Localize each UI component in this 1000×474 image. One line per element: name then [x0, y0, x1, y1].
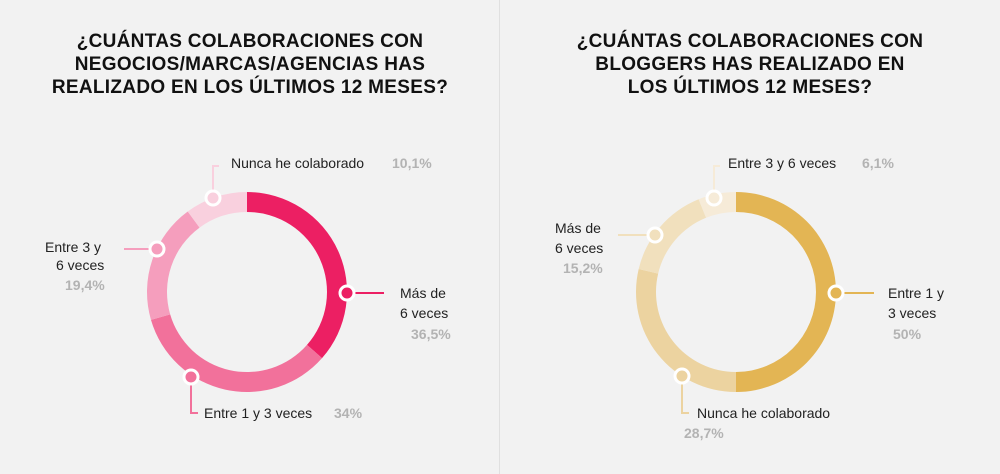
donut-slice — [146, 211, 200, 320]
chart-title-left: ¿CUÁNTAS COLABORACIONES CON NEGOCIOS/MAR… — [40, 30, 460, 99]
callout-line — [212, 165, 219, 198]
callout-dot — [182, 368, 200, 386]
slice-label: Entre 3 y 6 veces — [728, 155, 836, 171]
slice-label: 6 veces — [56, 257, 104, 273]
slice-label: Entre 3 y — [45, 239, 101, 255]
title-line: BLOGGERS HAS REALIZADO EN — [595, 54, 905, 75]
donut-slice — [638, 199, 707, 274]
slice-percent-label: 10,1% — [392, 155, 432, 171]
title-line: NEGOCIOS/MARCAS/AGENCIAS HAS — [74, 54, 426, 75]
slice-label: Nunca he colaborado — [231, 155, 364, 171]
callout-dot — [646, 226, 664, 244]
callout-dot — [148, 240, 166, 258]
title-line: LOS ÚLTIMOS 12 MESES? — [627, 77, 873, 98]
callout-dot — [827, 284, 845, 302]
slice-percent-label: 34% — [334, 405, 363, 421]
callout-dot — [338, 284, 356, 302]
callout-line — [190, 377, 198, 414]
slice-percent-label: 36,5% — [411, 326, 451, 342]
callout-line — [713, 165, 720, 198]
title-line: ¿CUÁNTAS COLABORACIONES CON — [76, 31, 424, 52]
donut-slice — [636, 268, 736, 392]
donut-slice — [187, 192, 247, 228]
panel-divider — [499, 0, 500, 474]
callout-dot — [673, 367, 691, 385]
slice-label: 6 veces — [555, 240, 603, 256]
slice-percent-label: 19,4% — [65, 277, 105, 293]
title-line: REALIZADO EN LOS ÚLTIMOS 12 MESES? — [51, 77, 449, 98]
callout-dot — [204, 189, 222, 207]
slice-label: Nunca he colaborado — [697, 405, 830, 421]
slice-label: 3 veces — [888, 305, 936, 321]
slice-percent-label: 28,7% — [684, 425, 724, 441]
slice-label: Entre 1 y — [888, 285, 944, 301]
callout-line — [681, 376, 689, 414]
title-line: ¿CUÁNTAS COLABORACIONES CON — [576, 31, 924, 52]
slice-label: 6 veces — [400, 305, 448, 321]
donut-slice — [736, 192, 836, 392]
slice-percent-label: 6,1% — [862, 155, 894, 171]
donut-slice — [150, 314, 323, 392]
slice-label: Entre 1 y 3 veces — [204, 405, 312, 421]
chart-title-right: ¿CUÁNTAS COLABORACIONES CON BLOGGERS HAS… — [540, 30, 960, 99]
slice-percent-label: 50% — [893, 326, 922, 342]
donut-slice — [247, 191, 348, 359]
slice-percent-label: 15,2% — [563, 260, 603, 276]
callout-dot — [705, 189, 723, 207]
slice-label: Más de — [400, 285, 446, 301]
slice-label: Más de — [555, 220, 601, 236]
